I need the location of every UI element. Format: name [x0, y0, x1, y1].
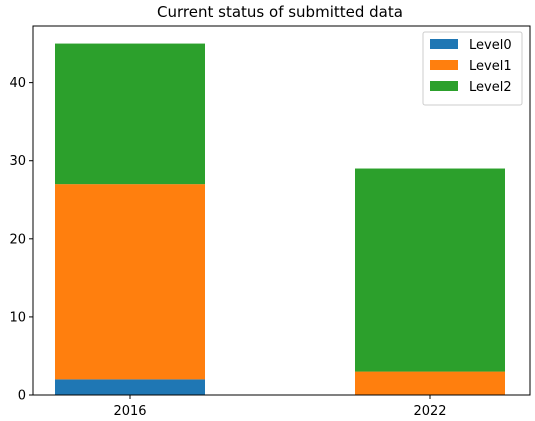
y-axis: 0 10 20 30 40 [9, 76, 33, 404]
bar-level1-2016 [55, 184, 205, 380]
bar-level1-2022 [355, 371, 505, 395]
bars-group [55, 43, 505, 395]
y-tick-label: 10 [9, 310, 26, 325]
legend-swatch-level2 [430, 81, 458, 91]
y-tick-label: 20 [9, 232, 26, 247]
legend-swatch-level0 [430, 39, 458, 49]
chart-title: Current status of submitted data [157, 3, 403, 21]
bar-level2-2022 [355, 168, 505, 372]
x-axis: 2016 2022 [113, 395, 447, 419]
legend-label-level2: Level2 [469, 80, 512, 95]
legend-swatch-level1 [430, 60, 458, 70]
axes-frame [32, 25, 531, 396]
legend-label-level1: Level1 [469, 59, 512, 74]
legend-label-level0: Level0 [469, 38, 512, 53]
bar-level2-2016 [55, 43, 205, 185]
y-tick-label: 0 [18, 389, 26, 404]
bar-level0-2016 [55, 379, 205, 395]
y-tick-label: 40 [9, 76, 26, 91]
x-tick-label: 2016 [113, 404, 146, 419]
x-tick-label: 2022 [413, 404, 446, 419]
legend: Level0 Level1 Level2 [422, 31, 523, 106]
y-tick-label: 30 [9, 154, 26, 169]
